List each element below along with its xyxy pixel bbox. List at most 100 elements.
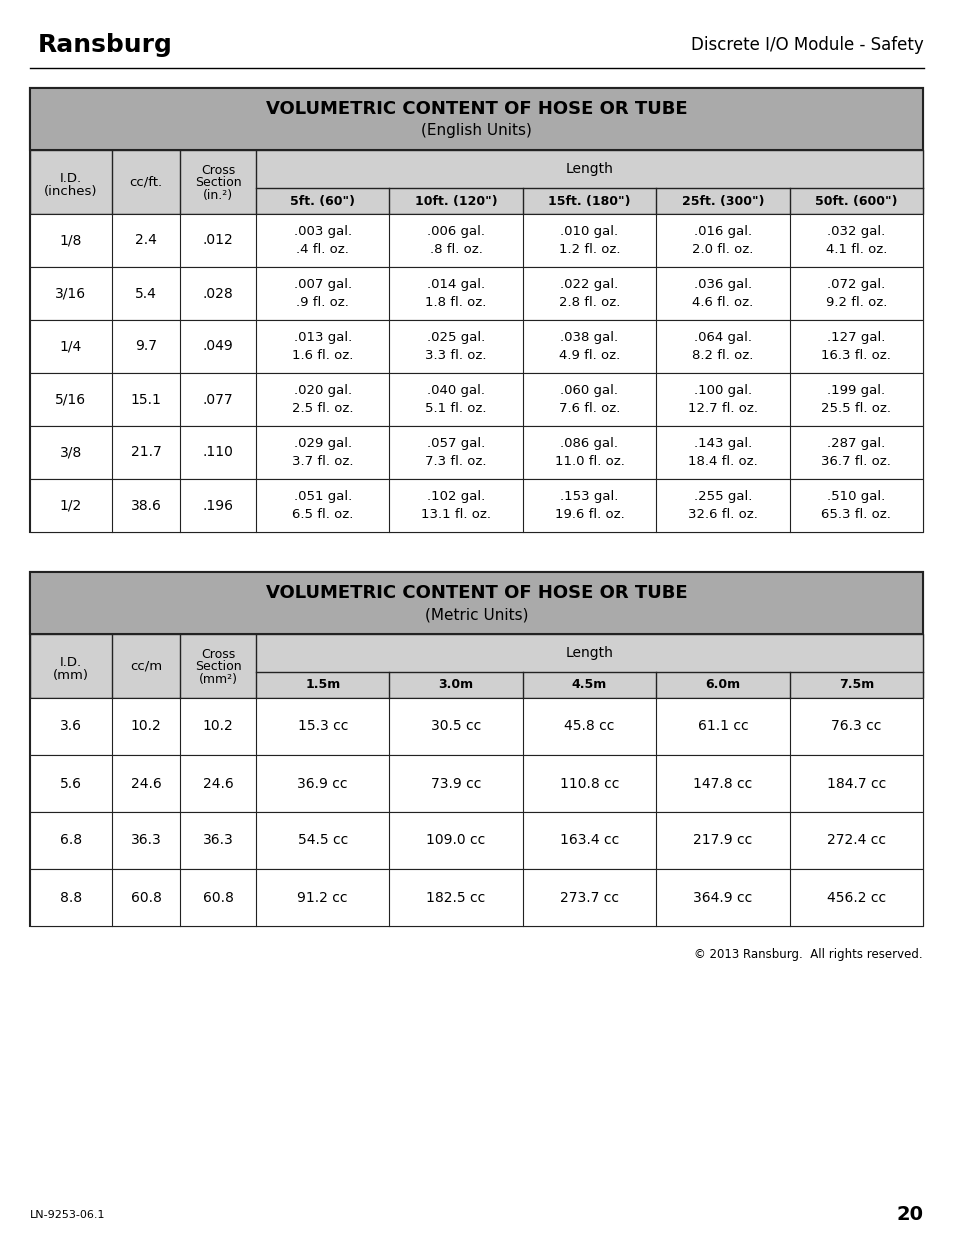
Text: .072 gal.: .072 gal. [826,278,884,291]
Text: LN-9253-06.1: LN-9253-06.1 [30,1210,106,1220]
Text: .127 gal.: .127 gal. [826,331,884,345]
Text: .060 gal.: .060 gal. [560,384,618,396]
Text: (in.²): (in.²) [203,189,233,203]
Text: 8.2 fl. oz.: 8.2 fl. oz. [692,350,753,362]
Text: .064 gal.: .064 gal. [693,331,751,345]
Text: .100 gal.: .100 gal. [693,384,751,396]
Text: .049: .049 [202,340,233,353]
Text: 217.9 cc: 217.9 cc [693,834,752,847]
Text: cc/m: cc/m [130,659,162,673]
Text: 4.5m: 4.5m [571,678,606,692]
Text: 2.0 fl. oz.: 2.0 fl. oz. [692,243,753,256]
Text: 15.1: 15.1 [131,393,161,406]
Text: .153 gal.: .153 gal. [559,490,618,503]
Text: .9 fl. oz.: .9 fl. oz. [296,296,349,309]
Text: 272.4 cc: 272.4 cc [826,834,885,847]
Text: 5/16: 5/16 [55,393,87,406]
Text: .051 gal.: .051 gal. [294,490,352,503]
Text: 25ft. (300"): 25ft. (300") [681,194,763,207]
Text: 91.2 cc: 91.2 cc [297,890,348,904]
Text: 65.3 fl. oz.: 65.3 fl. oz. [821,508,890,521]
Text: (Metric Units): (Metric Units) [424,608,528,622]
Text: 7.6 fl. oz.: 7.6 fl. oz. [558,403,619,415]
Text: 50ft. (600"): 50ft. (600") [814,194,897,207]
Text: 9.2 fl. oz.: 9.2 fl. oz. [824,296,886,309]
Text: .040 gal.: .040 gal. [427,384,484,396]
Text: 5ft. (60"): 5ft. (60") [290,194,355,207]
Text: cc/ft.: cc/ft. [130,175,162,189]
Text: 5.1 fl. oz.: 5.1 fl. oz. [425,403,486,415]
Text: 15ft. (180"): 15ft. (180") [548,194,630,207]
Text: .014 gal.: .014 gal. [427,278,485,291]
Text: 61.1 cc: 61.1 cc [697,720,747,734]
Text: 16.3 fl. oz.: 16.3 fl. oz. [821,350,890,362]
Text: 36.9 cc: 36.9 cc [297,777,348,790]
Bar [30,88,923,532]
Text: 38.6: 38.6 [131,499,161,513]
Text: 147.8 cc: 147.8 cc [693,777,752,790]
Text: 2.8 fl. oz.: 2.8 fl. oz. [558,296,619,309]
Text: 20: 20 [896,1205,923,1224]
Text: 4.6 fl. oz.: 4.6 fl. oz. [692,296,753,309]
Text: .036 gal.: .036 gal. [693,278,751,291]
Bar [30,698,923,755]
Text: 364.9 cc: 364.9 cc [693,890,752,904]
Text: 2.4: 2.4 [135,233,157,247]
Text: .255 gal.: .255 gal. [693,490,751,503]
Text: .086 gal.: .086 gal. [560,437,618,450]
Bar [30,869,923,926]
Bar [30,634,923,698]
Text: 3/16: 3/16 [55,287,87,300]
Text: VOLUMETRIC CONTENT OF HOSE OR TUBE: VOLUMETRIC CONTENT OF HOSE OR TUBE [265,100,686,119]
Text: 6.8: 6.8 [60,834,82,847]
Text: 1.8 fl. oz.: 1.8 fl. oz. [425,296,486,309]
Text: 3/8: 3/8 [60,446,82,459]
Text: 21.7: 21.7 [131,446,161,459]
Text: .025 gal.: .025 gal. [427,331,485,345]
Text: 25.5 fl. oz.: 25.5 fl. oz. [821,403,890,415]
Bar [30,755,923,811]
Text: .4 fl. oz.: .4 fl. oz. [296,243,349,256]
Text: 6.5 fl. oz.: 6.5 fl. oz. [292,508,353,521]
Text: 1.5m: 1.5m [305,678,340,692]
Text: Section: Section [194,177,241,189]
Text: .016 gal.: .016 gal. [693,225,751,238]
Text: .8 fl. oz.: .8 fl. oz. [429,243,482,256]
Text: .057 gal.: .057 gal. [427,437,485,450]
Text: Cross: Cross [201,647,234,661]
Text: .143 gal.: .143 gal. [693,437,751,450]
Bar [30,479,923,532]
Text: 15.3 cc: 15.3 cc [297,720,348,734]
Text: (mm²): (mm²) [198,673,237,687]
Text: 36.3: 36.3 [131,834,161,847]
Text: 45.8 cc: 45.8 cc [564,720,614,734]
Text: © 2013 Ransburg.  All rights reserved.: © 2013 Ransburg. All rights reserved. [694,948,923,961]
Text: 3.3 fl. oz.: 3.3 fl. oz. [425,350,486,362]
Bar [30,267,923,320]
Text: 36.7 fl. oz.: 36.7 fl. oz. [821,454,890,468]
Text: 1/2: 1/2 [60,499,82,513]
Text: .012: .012 [202,233,233,247]
Text: 10.2: 10.2 [202,720,233,734]
Text: 1.2 fl. oz.: 1.2 fl. oz. [558,243,619,256]
Text: 184.7 cc: 184.7 cc [826,777,885,790]
Text: 1.6 fl. oz.: 1.6 fl. oz. [292,350,353,362]
Text: 182.5 cc: 182.5 cc [426,890,485,904]
Text: .003 gal.: .003 gal. [294,225,352,238]
Text: 9.7: 9.7 [135,340,157,353]
Text: .077: .077 [202,393,233,406]
Text: .029 gal.: .029 gal. [294,437,352,450]
Text: 456.2 cc: 456.2 cc [826,890,885,904]
Bar [30,149,923,214]
Bar [30,634,923,698]
Text: 76.3 cc: 76.3 cc [830,720,881,734]
Text: .032 gal.: .032 gal. [826,225,884,238]
Text: 3.0m: 3.0m [438,678,474,692]
Text: (mm): (mm) [53,668,89,682]
Text: Discrete I/O Module - Safety: Discrete I/O Module - Safety [691,36,923,54]
Bar [30,320,923,373]
Text: 6.0m: 6.0m [704,678,740,692]
Text: 32.6 fl. oz.: 32.6 fl. oz. [687,508,757,521]
Text: 10ft. (120"): 10ft. (120") [415,194,497,207]
Text: 1/8: 1/8 [60,233,82,247]
